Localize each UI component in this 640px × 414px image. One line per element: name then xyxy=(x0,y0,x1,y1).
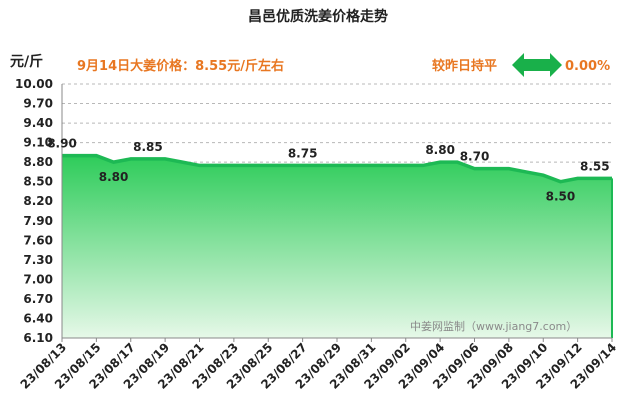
change-label: 较昨日持平 xyxy=(432,58,497,74)
x-tick-labels: 23/08/1323/08/1523/08/1723/08/1923/08/21… xyxy=(18,338,620,392)
y-tick-label: 8.20 xyxy=(23,194,53,208)
data-label: 8.75 xyxy=(288,146,318,160)
y-tick-label: 9.10 xyxy=(23,136,53,150)
y-tick-label: 6.40 xyxy=(23,311,53,325)
area-series xyxy=(62,156,612,338)
y-tick-label: 7.00 xyxy=(23,272,53,286)
watermark: 中姜网监制（www.jiang7.com） xyxy=(410,319,577,333)
y-tick-label: 7.90 xyxy=(23,214,53,228)
data-label: 8.85 xyxy=(133,140,163,154)
area-fill xyxy=(62,156,612,338)
data-label: 8.80 xyxy=(99,170,129,184)
y-tick-labels: 10.00 9.70 9.40 9.10 8.80 8.50 8.20 7.90 7.60 7.3… xyxy=(15,77,53,345)
y-tick-label: 8.50 xyxy=(23,175,53,189)
y-tick-label: 8.80 xyxy=(23,155,53,169)
headline-price: 9月14日大姜价格：8.55元/斤左右 xyxy=(77,58,284,74)
data-label: 8.50 xyxy=(546,190,576,204)
double-arrow-icon xyxy=(512,53,562,77)
y-tick-label: 10.00 xyxy=(15,77,53,91)
y-unit-label: 元/斤 xyxy=(10,53,43,70)
change-percent: 0.00% xyxy=(565,59,610,74)
y-tick-label: 7.30 xyxy=(23,253,53,267)
data-label: 8.70 xyxy=(460,150,490,164)
chart-title: 昌邑优质洗姜价格走势 xyxy=(248,8,388,25)
y-tick-label: 7.60 xyxy=(23,233,53,247)
y-tick-label: 9.70 xyxy=(23,97,53,111)
data-label: 8.55 xyxy=(580,159,610,173)
y-tick-label: 9.40 xyxy=(23,116,53,130)
data-label: 8.80 xyxy=(425,143,455,157)
y-tick-label: 6.10 xyxy=(23,331,53,345)
y-tick-label: 6.70 xyxy=(23,292,53,306)
